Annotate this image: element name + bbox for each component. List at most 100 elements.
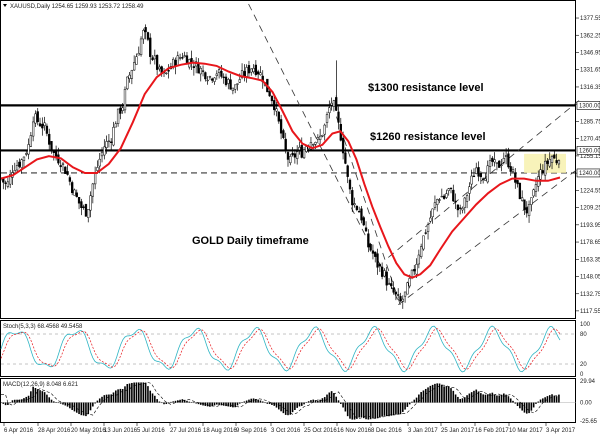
- x-tick-label: 3 Oct 2016: [271, 428, 301, 434]
- candle-body: [114, 123, 117, 128]
- candle-body: [514, 172, 517, 183]
- candle-body: [110, 141, 113, 143]
- macd-bar: [20, 399, 23, 403]
- macd-bar: [431, 384, 434, 403]
- candle-body: [98, 158, 101, 167]
- macd-bar: [245, 400, 248, 403]
- candle-body: [48, 133, 51, 145]
- candle-body: [116, 108, 120, 124]
- macd-bar: [82, 402, 85, 416]
- macd-bar: [399, 402, 402, 415]
- macd-bar: [521, 402, 523, 411]
- candle-body: [449, 187, 453, 190]
- y-tick-label: 1117.55: [580, 309, 600, 315]
- macd-bar: [89, 402, 92, 411]
- candle-body: [71, 182, 74, 194]
- macd-bar: [101, 396, 103, 403]
- candle-body: [328, 107, 331, 114]
- macd-bar: [291, 402, 294, 413]
- candle-body: [367, 233, 370, 248]
- macd-bar: [335, 396, 338, 403]
- price-tags: 1300.00 1260.00 1240.00: [576, 101, 600, 178]
- x-tick-label: 8 Dec 2016: [371, 428, 402, 434]
- macd-bar: [558, 394, 560, 403]
- candle-body: [346, 165, 349, 177]
- candle-body: [142, 30, 145, 40]
- candle-body: [38, 123, 42, 127]
- x-tick-label: 3 Apr 2017: [546, 428, 576, 434]
- macd-bar: [457, 396, 459, 403]
- candle-body: [256, 71, 260, 75]
- x-tick-label: 25 Oct 2016: [304, 428, 337, 434]
- macd-bar: [328, 392, 331, 403]
- candle-body: [178, 57, 182, 59]
- candle-body: [358, 211, 361, 213]
- y-tick-label: 1163.35: [580, 257, 600, 263]
- candle-body: [181, 57, 184, 59]
- macd-bar: [284, 402, 287, 415]
- macd-bar: [92, 402, 94, 407]
- candle-body: [64, 166, 67, 174]
- macd-bar: [445, 386, 448, 403]
- candle-body: [87, 209, 90, 218]
- candle-body: [541, 170, 544, 174]
- x-tick-label: 18 Aug 2016: [203, 428, 237, 434]
- macd-bar: [236, 402, 239, 406]
- x-tick-label: 27 Jul 2016: [170, 428, 202, 434]
- macd-bar: [18, 399, 21, 403]
- x-tick-label: 13 Jun 2016: [104, 428, 138, 434]
- chart-header: XAUUSD,Daily 1254.65 1259.93 1253.72 125…: [3, 4, 144, 10]
- candle-body: [415, 264, 418, 275]
- candle-body: [73, 189, 76, 196]
- x-tick-label: 16 Feb 2017: [475, 428, 509, 434]
- candle-body: [176, 55, 179, 66]
- candle-body: [318, 135, 322, 140]
- candle-body: [250, 68, 253, 73]
- macd-bar: [133, 382, 135, 403]
- annotation-1260: $1260 resistance level: [370, 131, 486, 143]
- macd-bar: [105, 394, 108, 403]
- macd-bar: [190, 402, 193, 403]
- macd-bar: [53, 401, 55, 403]
- candle-body: [153, 55, 156, 60]
- x-tick-label: 5 Jul 2016: [137, 428, 165, 434]
- candle-body: [206, 79, 209, 82]
- macd-bar: [438, 383, 441, 403]
- macd-bar: [204, 402, 207, 406]
- macd-bar: [126, 384, 129, 403]
- macd-bar: [39, 390, 41, 403]
- macd-bar: [300, 402, 303, 406]
- macd-bar: [404, 402, 406, 410]
- macd-bar: [252, 398, 255, 403]
- macd-bar: [250, 398, 253, 403]
- candle-body: [298, 146, 301, 151]
- macd-bar: [413, 399, 416, 403]
- candle-body: [525, 207, 528, 214]
- macd-bar: [525, 402, 528, 414]
- macd-bar: [23, 398, 25, 403]
- macd-bar: [167, 402, 170, 404]
- macd-bar: [379, 402, 381, 418]
- macd-bar: [140, 382, 142, 403]
- macd-bar: [197, 402, 200, 405]
- candle-body: [550, 156, 554, 163]
- candle-body: [417, 254, 421, 265]
- macd-bar: [408, 402, 411, 405]
- macd-bar: [298, 402, 301, 407]
- price-tag-label: 1300.00: [579, 103, 600, 109]
- candle-body: [488, 160, 492, 167]
- macd-bar: [532, 402, 535, 408]
- candle-body: [130, 70, 134, 79]
- candle-body: [452, 189, 455, 202]
- macd-bar: [48, 397, 51, 403]
- macd-bar: [401, 402, 404, 412]
- candle-body: [273, 100, 276, 111]
- macd-bar: [59, 402, 62, 404]
- candle-body: [420, 246, 423, 257]
- candle-body: [199, 68, 202, 75]
- macd-bar: [383, 402, 386, 416]
- macd-bar: [11, 400, 14, 403]
- candle-body: [369, 243, 372, 251]
- candle-body: [429, 217, 432, 222]
